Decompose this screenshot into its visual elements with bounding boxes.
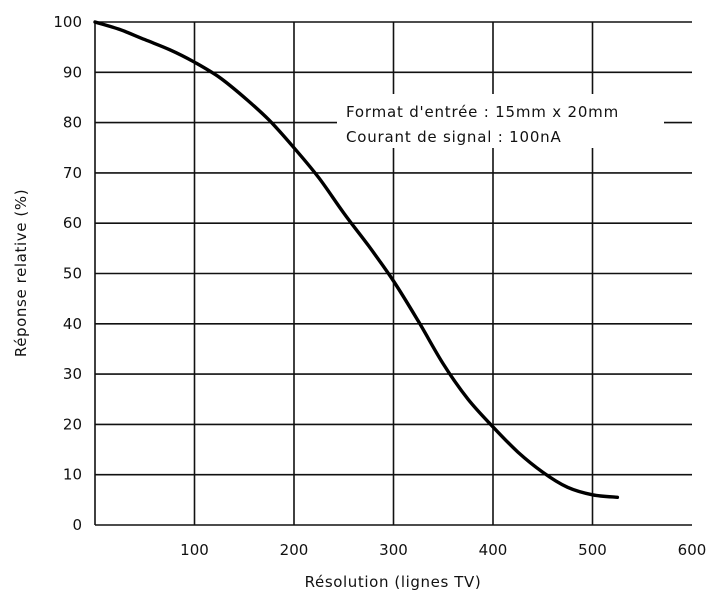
y-tick-label-0: 0 <box>72 516 82 534</box>
y-tick-label-50: 50 <box>63 265 82 283</box>
x-tick-label-100: 100 <box>180 541 209 559</box>
tick-labels: 0 10 20 30 40 50 60 70 80 90 100 100 200 300 400 500 600 <box>53 13 706 559</box>
y-tick-label-100: 100 <box>53 13 82 31</box>
y-tick-label-80: 80 <box>63 114 82 132</box>
y-axis-label: Réponse relative (%) <box>12 189 30 357</box>
x-tick-label-300: 300 <box>379 541 408 559</box>
series <box>93 20 620 499</box>
annotation-box: Format d'entrée : 15mm x 20mm Courant de… <box>346 103 619 146</box>
x-tick-label-500: 500 <box>578 541 607 559</box>
y-tick-label-90: 90 <box>63 63 82 81</box>
y-tick-label-60: 60 <box>63 214 82 232</box>
annotation-current: Courant de signal : 100nA <box>346 128 562 146</box>
y-tick-label-40: 40 <box>63 315 82 333</box>
y-tick-label-70: 70 <box>63 164 82 182</box>
x-axis-label: Résolution (lignes TV) <box>305 573 482 591</box>
series-line-0 <box>93 20 620 499</box>
y-tick-label-20: 20 <box>63 415 82 433</box>
x-tick-label-200: 200 <box>280 541 309 559</box>
axes <box>94 22 692 526</box>
x-tick-label-600: 600 <box>678 541 707 559</box>
y-tick-label-10: 10 <box>63 466 82 484</box>
annotation-format: Format d'entrée : 15mm x 20mm <box>346 103 619 121</box>
annotation-background <box>337 94 664 148</box>
y-tick-label-30: 30 <box>63 365 82 383</box>
x-tick-label-400: 400 <box>479 541 508 559</box>
